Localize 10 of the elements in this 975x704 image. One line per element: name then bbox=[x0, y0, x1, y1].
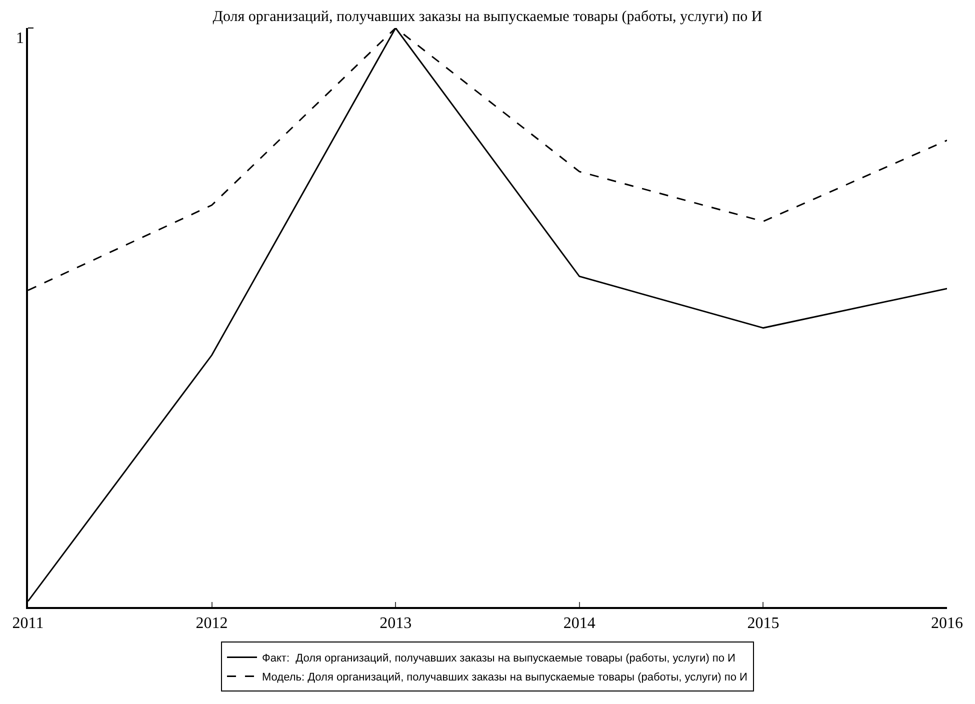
x-tick-label: 2015 bbox=[747, 615, 780, 632]
x-tick-label: 2014 bbox=[563, 615, 596, 632]
x-tick-label: 2016 bbox=[931, 615, 963, 632]
text: 1 bbox=[16, 30, 24, 47]
x-tick-label: 2011 bbox=[12, 615, 44, 632]
x-tick-label: 2012 bbox=[196, 615, 228, 632]
legend-label: Факт: Доля организаций, получавших заказы на выпускаемые товары (работы, услуги) по И bbox=[262, 652, 736, 665]
x-tick-label: 2013 bbox=[380, 615, 412, 632]
legend-label: Модель: Доля организаций, получавших заказы на выпускаемые товары (работы, услуги) по И bbox=[262, 672, 748, 684]
chart-title: Доля организаций, получавших заказы на выпускаемые товары (работы, услуги) по И bbox=[212, 9, 762, 26]
